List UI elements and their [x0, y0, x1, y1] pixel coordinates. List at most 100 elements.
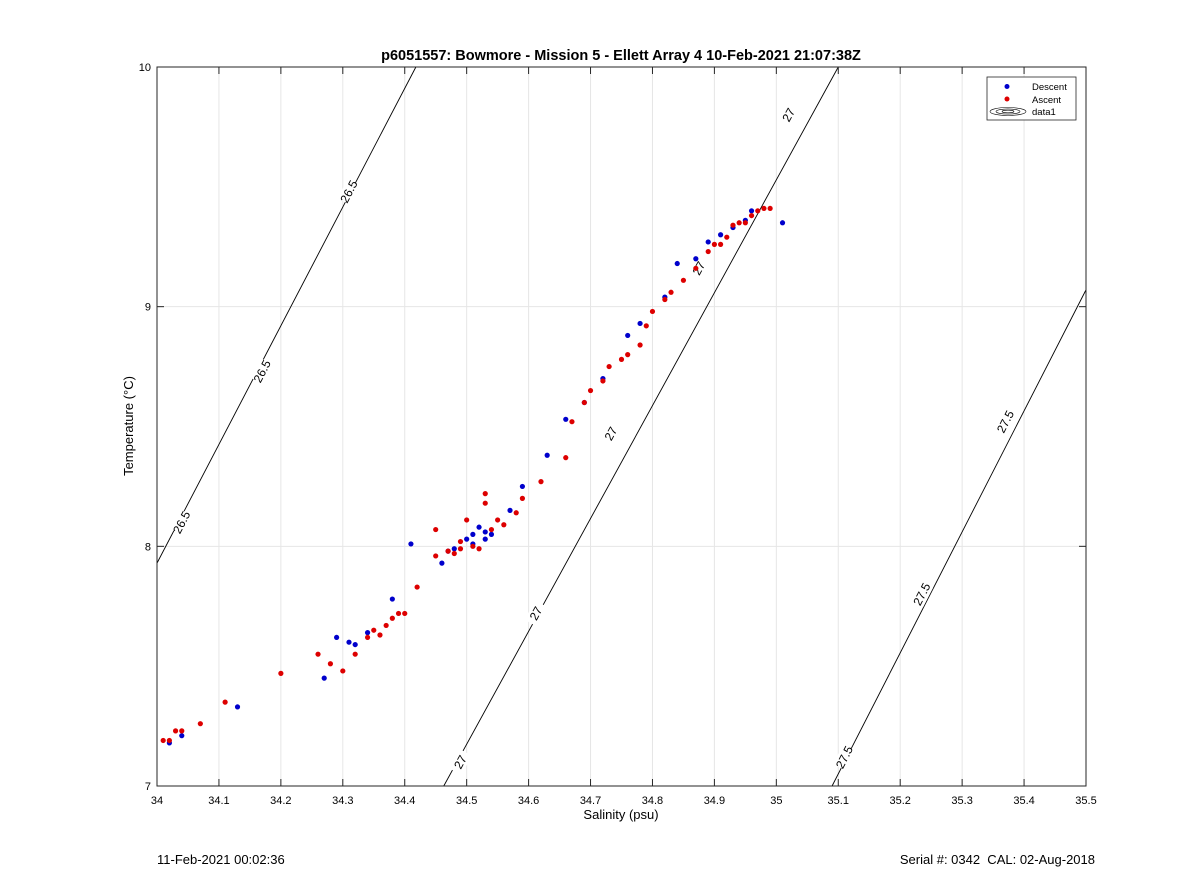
ascent-point: [748, 212, 755, 219]
contour-label: 27: [451, 753, 470, 772]
x-tick-label: 34.3: [332, 795, 353, 807]
ascent-point: [625, 352, 631, 358]
ascent-point: [693, 265, 699, 271]
ascent-point: [340, 668, 346, 674]
legend-descent-marker: [1004, 84, 1010, 89]
ascent-point: [680, 277, 687, 283]
x-tick-label: 34.9: [704, 795, 725, 807]
ascent-point: [482, 491, 488, 497]
legend-ascent-label: Ascent: [1032, 95, 1061, 106]
ascent-point: [470, 543, 476, 549]
ascent-point: [222, 699, 228, 705]
contour-label: 27: [779, 105, 798, 124]
ascent-point: [364, 634, 371, 641]
y-tick-label: 9: [145, 302, 151, 314]
y-tick-label: 8: [145, 541, 151, 553]
ascent-point: [711, 241, 718, 247]
plot-frame: [156, 66, 1087, 787]
footer-timestamp: 11-Feb-2021 00:02:36: [157, 852, 285, 867]
density-contour-line: [443, 66, 839, 787]
contour-label-bg: [250, 358, 274, 385]
contour-label-bg: [449, 749, 472, 776]
ascent-point: [445, 548, 451, 554]
ascent-point: [705, 248, 711, 255]
ascent-point: [482, 500, 488, 506]
ascent-point: [327, 661, 334, 667]
descent-point: [705, 239, 711, 245]
x-tick-label: 34.1: [208, 795, 229, 807]
ascent-point: [402, 610, 408, 617]
descent-point: [439, 560, 445, 566]
ascent-point: [563, 455, 569, 461]
ascent-point: [538, 479, 544, 485]
ascent-point: [649, 308, 656, 315]
ascent-point: [166, 737, 172, 744]
ascent-point: [197, 721, 203, 727]
x-tick-label: 34.8: [642, 795, 663, 807]
footer-serial-text: Serial #: 0342 CAL: 02-Aug-2018: [899, 852, 1095, 867]
ascent-point: [724, 234, 730, 240]
x-tick-label: 35.5: [1075, 795, 1096, 807]
descent-point: [321, 675, 327, 681]
ascent-point: [501, 522, 507, 528]
ascent-point: [457, 546, 464, 552]
x-tick-label: 35.1: [828, 795, 849, 807]
descent-point: [748, 208, 755, 214]
descent-point: [408, 541, 414, 547]
ascent-point: [278, 670, 284, 676]
ascent-point: [730, 222, 736, 228]
ascent-point: [433, 526, 439, 533]
descent-point: [563, 416, 569, 422]
ascent-point: [451, 550, 457, 557]
descent-point: [693, 256, 699, 262]
contour-label-bg: [599, 420, 623, 447]
ascent-point: [383, 622, 389, 629]
legend-box: [986, 76, 1077, 121]
descent-point: [637, 320, 643, 327]
ascent-point: [414, 584, 420, 590]
ascent-point: [736, 220, 742, 226]
ascent-point: [513, 510, 519, 516]
x-tick-label: 34.6: [518, 795, 539, 807]
ascent-point: [395, 610, 402, 617]
ascent-point: [457, 538, 464, 545]
x-tick-label: 34.2: [270, 795, 291, 807]
y-axis-label: Temperature (°C): [121, 376, 136, 476]
ascent-point: [742, 220, 748, 226]
ascent-point: [433, 553, 439, 559]
ascent-point: [618, 356, 625, 362]
ascent-point: [371, 627, 377, 633]
x-tick-label: 34.5: [456, 795, 477, 807]
ascent-point: [389, 615, 395, 621]
ascent-point: [377, 632, 383, 638]
x-tick-label: 34: [151, 795, 163, 807]
contour-label: 27: [602, 424, 621, 443]
ascent-point: [606, 363, 612, 370]
descent-point: [234, 704, 241, 710]
descent-point: [779, 220, 786, 226]
axes: 34 34.1 34.2 34.3 34.4 34.5 34.6 34.7 34.8 34.9 35…: [139, 62, 1097, 807]
grid-lines: [157, 67, 1086, 786]
descent-point: [519, 483, 526, 490]
ascent-point: [179, 728, 185, 734]
legend-descent-label: Descent: [1032, 82, 1067, 93]
density-contour-line: [831, 289, 1087, 787]
y-tick-label: 7: [145, 781, 151, 793]
ascent-point: [172, 728, 179, 734]
contour-label-bg: [833, 744, 856, 771]
descent-point: [352, 641, 358, 648]
ascent-point: [717, 241, 724, 247]
ascent-point: [668, 289, 674, 295]
plot-area: [157, 67, 1086, 786]
contour-label-bg: [524, 600, 548, 627]
legend-contour-icon: [989, 107, 1027, 116]
ascent-point: [662, 296, 668, 303]
ascent-point: [643, 323, 649, 329]
descent-point: [346, 639, 352, 645]
descent-point: [482, 529, 488, 535]
contour-label-bg: [687, 255, 711, 282]
contour-label: 27: [690, 259, 709, 278]
contour-label: 27: [527, 604, 546, 623]
chart-title: p6051557: Bowmore - Mission 5 - Ellett A…: [381, 48, 861, 64]
contour-label-bg: [994, 408, 1017, 435]
